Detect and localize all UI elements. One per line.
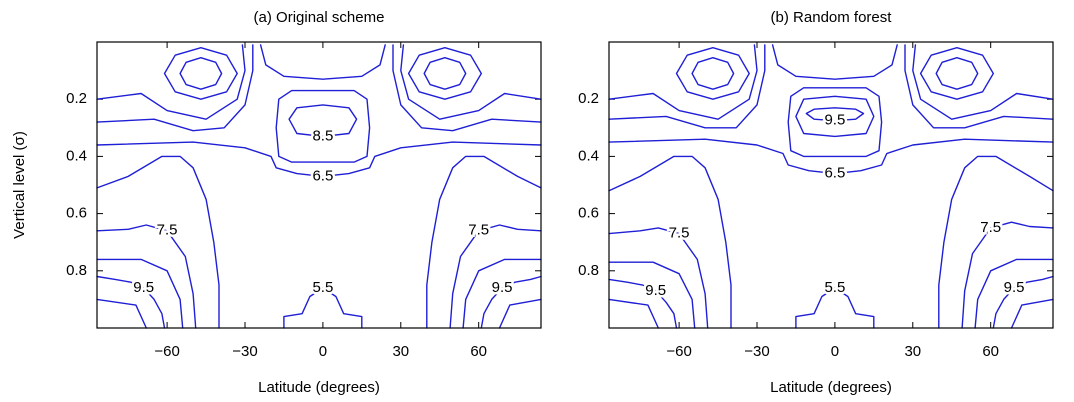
- contour-label: 9.5: [133, 279, 154, 296]
- plot-frame: [96, 41, 542, 329]
- x-tick-label: 30: [904, 343, 921, 360]
- contour-line: [392, 44, 542, 132]
- contour-line: [449, 224, 542, 329]
- x-tick-label: 30: [392, 343, 409, 360]
- contour-line: [163, 47, 238, 100]
- contour-line: [912, 44, 1054, 120]
- contour-line: [691, 57, 735, 90]
- y-tick-label: 0.6: [578, 205, 599, 222]
- contour-label: 7.5: [157, 222, 178, 239]
- contour-label: 9.5: [824, 112, 845, 129]
- contour-label: 5.5: [312, 279, 333, 296]
- x-axis-label: Latitude (degrees): [258, 379, 380, 396]
- contour-line: [919, 47, 994, 100]
- contour-label: 5.5: [824, 279, 845, 296]
- contour-line: [96, 155, 220, 329]
- contour-line: [462, 258, 542, 329]
- contour-line: [805, 107, 865, 122]
- contour-line: [935, 57, 979, 90]
- contour-line: [961, 221, 1054, 329]
- x-tick-label: 0: [831, 343, 839, 360]
- contour-label: 9.5: [1004, 279, 1025, 296]
- panel-title: (b) Random forest: [771, 9, 893, 26]
- contour-line: [608, 298, 659, 329]
- contour-line: [96, 298, 147, 329]
- x-tick-label: −30: [744, 343, 769, 360]
- x-tick-label: −30: [232, 343, 257, 360]
- panel-title: (a) Original scheme: [254, 9, 385, 26]
- contour-label: 9.5: [492, 279, 513, 296]
- y-tick-label: 0.4: [66, 147, 87, 164]
- x-tick-label: 60: [982, 343, 999, 360]
- contour-line: [498, 298, 542, 329]
- contour-line: [675, 47, 750, 100]
- contour-line: [608, 227, 709, 329]
- y-tick-label: 0.8: [578, 262, 599, 279]
- contour-line: [608, 44, 758, 120]
- contour-label: 7.5: [468, 222, 489, 239]
- contour-label: 6.5: [824, 165, 845, 182]
- contour-line: [96, 258, 184, 329]
- contour-label: 6.5: [312, 167, 333, 184]
- contour-line: [608, 155, 732, 329]
- contour-label: 7.5: [980, 219, 1001, 236]
- contour-line: [992, 275, 1054, 329]
- contour-line: [96, 275, 166, 329]
- contour-line: [787, 87, 883, 158]
- contour-line: [608, 44, 766, 129]
- plot-frame: [608, 41, 1054, 329]
- y-axis-label: Vertical level (σ): [11, 131, 28, 239]
- y-tick-label: 0.8: [66, 262, 87, 279]
- contour-label: 8.5: [312, 127, 333, 144]
- contour-line: [179, 57, 223, 90]
- x-tick-label: −60: [666, 343, 691, 360]
- contour-line: [480, 275, 542, 329]
- y-tick-label: 0.2: [578, 90, 599, 107]
- contour-line: [608, 138, 1054, 175]
- x-tick-label: −60: [154, 343, 179, 360]
- contour-label: 9.5: [645, 282, 666, 299]
- y-tick-label: 0.4: [578, 147, 599, 164]
- contour-line: [904, 44, 1054, 129]
- contour-line: [608, 278, 678, 329]
- contour-line: [407, 47, 482, 100]
- contour-line: [771, 44, 898, 80]
- y-tick-label: 0.6: [66, 205, 87, 222]
- contour-line: [283, 287, 363, 329]
- contour-line: [426, 155, 542, 329]
- contour-line: [96, 141, 542, 178]
- x-tick-label: 60: [470, 343, 487, 360]
- contour-line: [96, 44, 246, 120]
- contour-line: [288, 104, 358, 138]
- contour-line: [938, 155, 1054, 329]
- contour-line: [423, 57, 467, 90]
- contour-line: [795, 287, 875, 329]
- contour-line: [1010, 298, 1054, 329]
- contour-line: [608, 261, 696, 329]
- contour-line: [96, 44, 254, 132]
- contour-line: [974, 258, 1054, 329]
- contour-label: 7.5: [669, 225, 690, 242]
- contour-line: [259, 44, 386, 80]
- y-tick-label: 0.2: [66, 90, 87, 107]
- contour-line: [96, 224, 197, 329]
- contour-line: [400, 44, 542, 120]
- x-tick-label: 0: [319, 343, 327, 360]
- contour-line: [275, 89, 371, 163]
- x-axis-label: Latitude (degrees): [770, 379, 892, 396]
- contour-line: [795, 95, 875, 138]
